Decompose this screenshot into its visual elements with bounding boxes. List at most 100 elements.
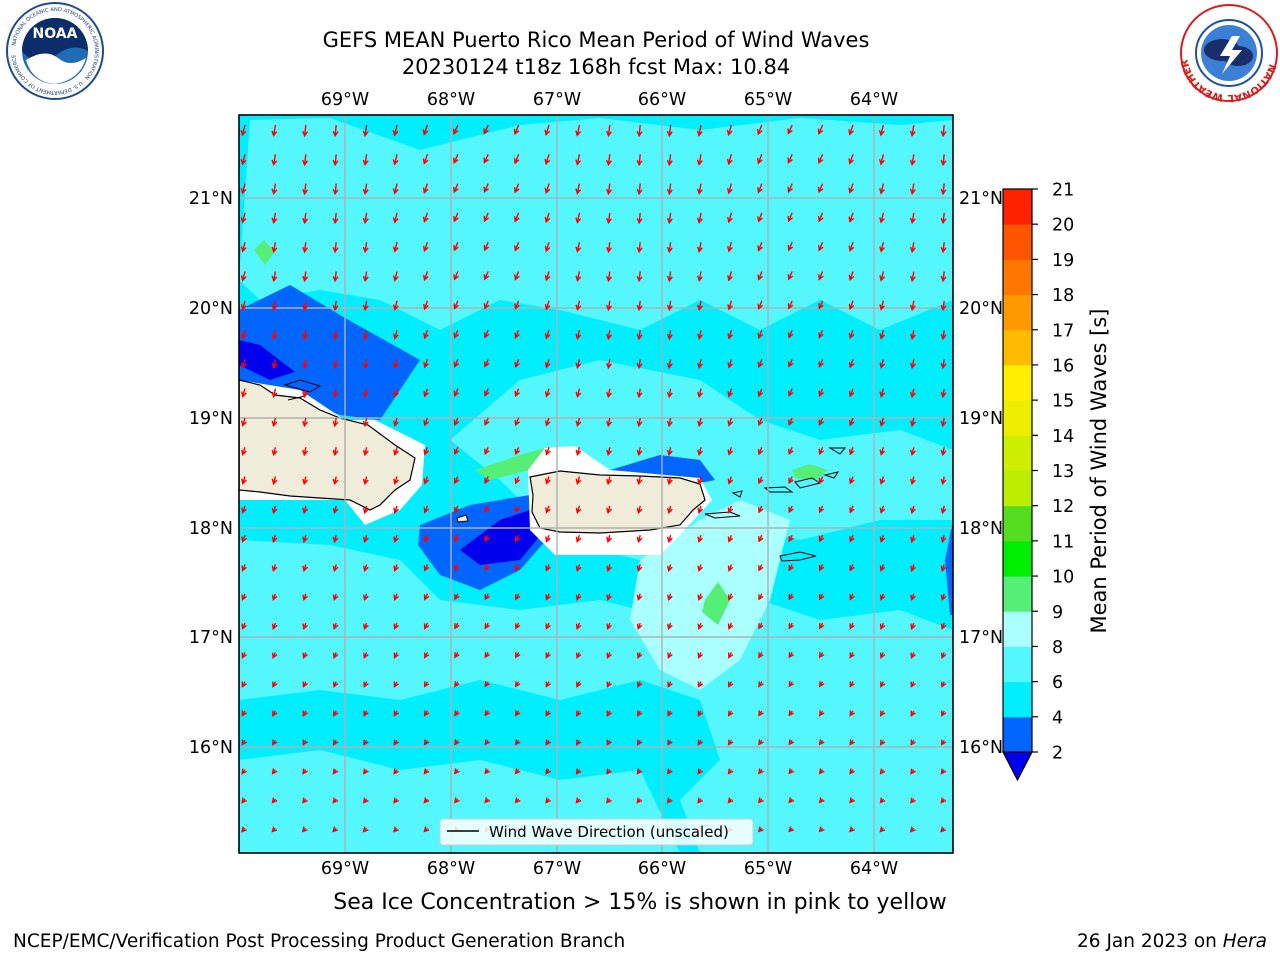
wind-wave-arrow [423,329,429,340]
wind-wave-arrow [666,300,673,312]
wind-wave-arrow [879,768,886,775]
wind-wave-arrow [392,359,399,369]
credit-right: 26 Jan 2023 on Hera [1077,931,1267,952]
wind-wave-arrow [545,710,551,717]
wind-wave-arrow [422,183,429,194]
wind-wave-arrow [483,212,490,223]
wind-wave-arrow [879,300,886,311]
nws-ring-text: NATIONAL WEATHER SERVICE [0,0,1277,103]
wind-wave-arrow [544,300,551,311]
wind-wave-arrow [514,593,521,601]
wind-wave-arrow [393,388,399,398]
wind-wave-arrow [636,124,643,138]
wind-wave-arrow [818,359,824,368]
wind-wave-arrow [515,681,521,688]
wind-wave-arrow [849,564,855,572]
wind-wave-arrow [513,183,520,194]
map-frame [238,114,954,854]
wind-wave-arrow [727,359,734,369]
wind-wave-arrow [940,681,947,688]
wind-wave-arrow [484,797,491,804]
wind-wave-arrow [302,329,309,341]
lon-label: 69°W [321,859,369,879]
wind-wave-arrow [757,241,763,252]
wind-wave-arrow [666,212,673,225]
wind-wave-arrow [606,417,613,428]
wind-wave-arrow [819,593,825,601]
lon-label: 67°W [533,90,581,110]
wind-wave-arrow [484,622,490,630]
wind-wave-arrow [393,564,399,572]
wind-wave-arrow [666,505,673,515]
wind-wave-arrow [849,505,855,514]
wind-wave-arrow [392,300,399,311]
wind-wave-arrow [727,271,733,282]
colorbar-under-triangle [1002,751,1033,782]
wind-wave-arrow [697,359,703,370]
wind-wave-arrow [940,330,947,341]
wind-wave-arrow [697,564,704,573]
wind-wave-arrow [454,564,460,572]
wind-wave-arrow [332,124,339,138]
wind-wave-arrow [544,329,551,340]
wind-wave-arrow [484,564,490,572]
wind-wave-arrow [362,388,369,399]
wind-wave-arrow [514,447,521,456]
wind-wave-arrow [848,359,855,369]
wind-wave-arrow [757,388,764,398]
wind-wave-arrow [392,242,399,253]
wind-wave-arrow [576,681,582,688]
wind-wave-arrow [393,622,399,630]
wind-wave-arrow [636,535,643,544]
wind-wave-arrow [575,534,582,544]
wind-wave-arrow [362,242,369,254]
wind-wave-arrow [666,271,673,283]
wind-wave-arrow [362,564,369,573]
region-green-patch [254,240,275,265]
wind-wave-arrow [453,212,459,223]
wind-wave-arrow [271,388,278,399]
wind-wave-arrow [849,534,855,543]
wind-wave-arrow [332,330,339,341]
wind-wave-arrow [940,768,947,775]
colorbar-tick-label: 14 [1052,427,1074,447]
wind-wave-arrow [302,739,308,746]
wind-wave-arrow [606,797,612,804]
colorbar-bin [1003,364,1032,401]
wind-wave-arrow [606,564,612,573]
wind-wave-arrow [909,183,916,196]
wind-wave-arrow [757,154,763,165]
wind-wave-arrow [332,476,339,486]
wind-wave-arrow [453,241,459,252]
wind-wave-arrow [848,124,854,136]
colorbar-tick-label: 10 [1052,568,1074,588]
wind-wave-arrow [636,593,643,602]
wind-wave-arrow [940,242,947,254]
wind-wave-arrow [848,212,855,223]
wind-wave-arrow [727,739,734,746]
region-south-lighter-band [239,540,953,853]
wind-wave-arrow [362,447,369,457]
wind-wave-arrow [818,826,825,833]
wind-wave-arrow [879,652,886,659]
wind-wave-arrow [483,271,490,281]
wind-wave-arrow [362,417,369,428]
wind-wave-arrow [362,124,369,138]
wind-wave-arrow [271,797,278,804]
wind-wave-arrow [423,388,429,398]
lat-label: 17°N [959,628,1003,648]
wind-wave-arrow [332,388,339,399]
wind-wave-arrow [241,768,248,775]
wind-wave-arrow [606,476,612,486]
wind-wave-arrow [818,388,824,397]
wind-wave-arrow [879,329,886,340]
wind-wave-arrow [758,593,764,601]
wind-wave-arrow [545,622,551,630]
wind-wave-arrow [454,710,460,717]
lon-labels-bottom: 69°W 68°W 67°W 66°W 65°W 64°W [321,859,898,879]
wind-wave-arrow [575,388,582,399]
wind-wave-arrow [575,212,582,224]
wind-wave-arrow [241,564,247,572]
wind-wave-arrow [362,212,369,225]
wind-wave-arrow [818,447,825,456]
